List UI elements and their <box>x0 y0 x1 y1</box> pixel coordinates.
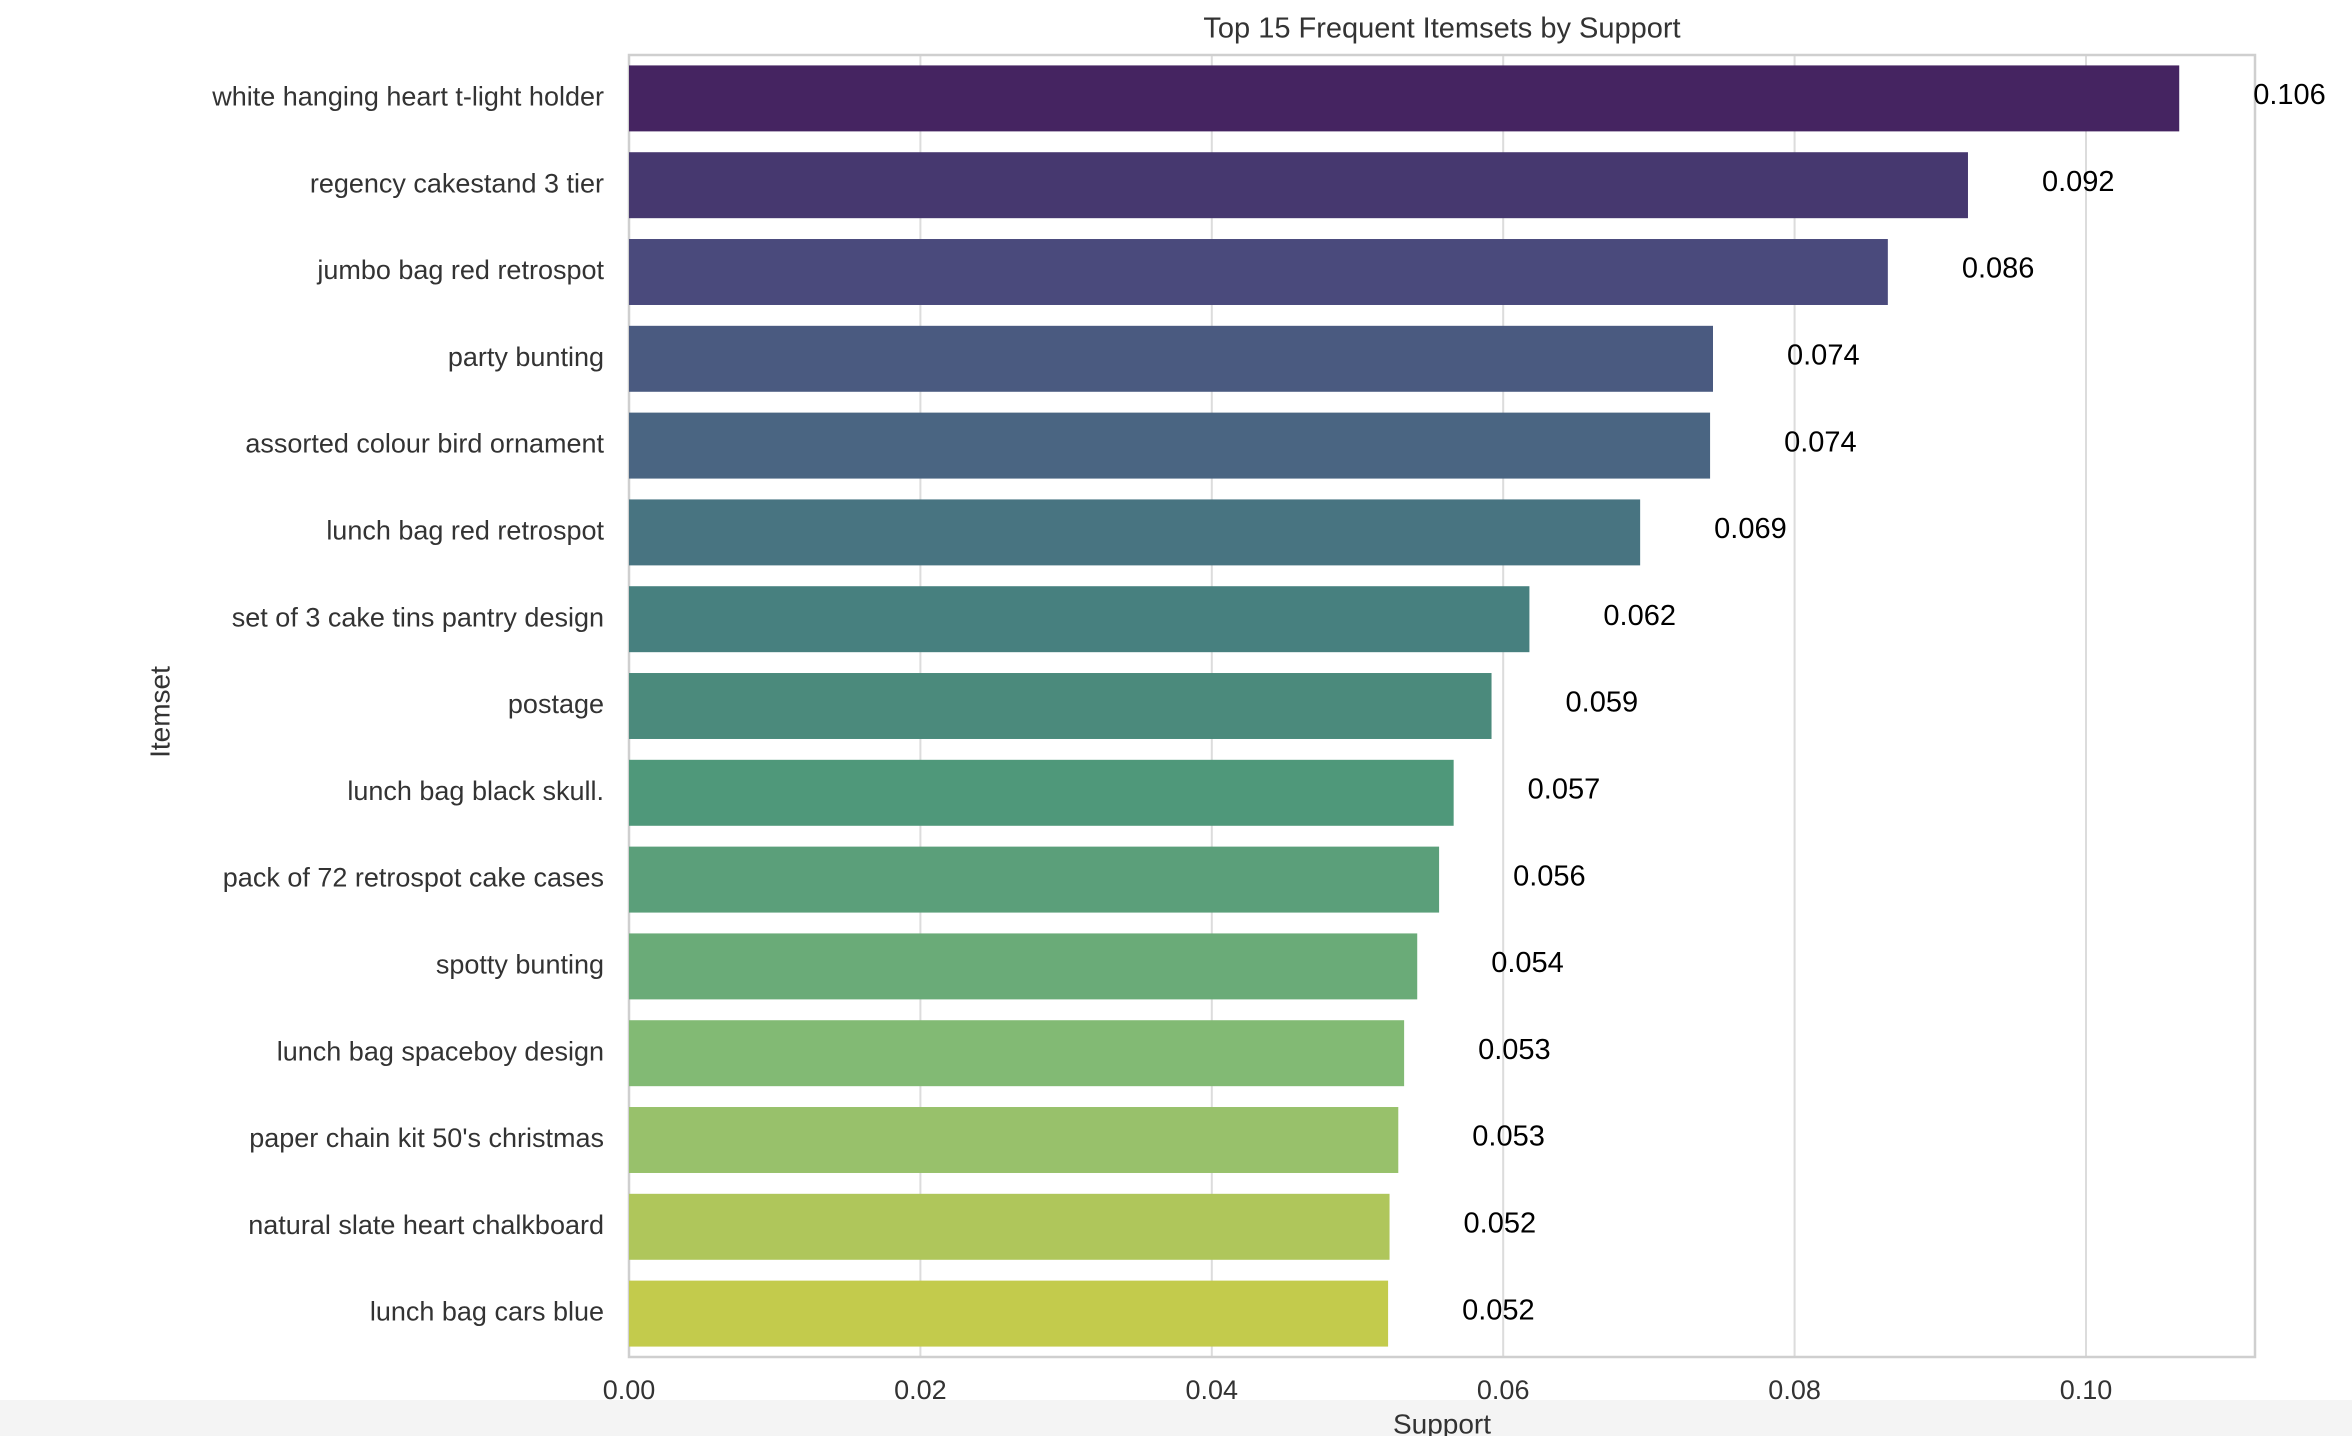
y-tick-label: lunch bag cars blue <box>370 1297 604 1327</box>
bar <box>629 412 1711 479</box>
y-tick-label: white hanging heart t-light holder <box>211 82 604 112</box>
value-label: 0.069 <box>1714 513 1787 545</box>
y-tick-label: natural slate heart chalkboard <box>248 1210 604 1240</box>
bar <box>629 325 1713 392</box>
y-axis-label: Itemset <box>144 666 175 758</box>
y-tick-label: spotty bunting <box>436 950 604 980</box>
x-tick-label: 0.04 <box>1186 1375 1239 1405</box>
value-label: 0.052 <box>1464 1207 1537 1239</box>
value-label: 0.092 <box>2042 166 2115 198</box>
value-label: 0.053 <box>1472 1121 1545 1153</box>
bar <box>629 759 1454 826</box>
bar <box>629 586 1530 653</box>
y-tick-label: party bunting <box>448 342 604 372</box>
bar <box>629 499 1641 566</box>
value-label: 0.059 <box>1566 687 1639 719</box>
x-tick-label: 0.02 <box>894 1375 947 1405</box>
y-tick-label: regency cakestand 3 tier <box>310 168 604 198</box>
value-label: 0.106 <box>2253 79 2326 111</box>
bar <box>629 1107 1399 1173</box>
bar <box>629 933 1418 1000</box>
bar <box>629 1280 1389 1347</box>
y-tick-label: paper chain kit 50's christmas <box>249 1123 604 1153</box>
x-axis-label: Support <box>1393 1408 1491 1436</box>
chart-title: Top 15 Frequent Itemsets by Support <box>1203 13 1680 45</box>
value-label: 0.052 <box>1462 1294 1535 1326</box>
y-tick-label: lunch bag spaceboy design <box>277 1036 604 1066</box>
value-label: 0.057 <box>1528 773 1601 805</box>
bar <box>629 673 1492 739</box>
value-label: 0.086 <box>1962 253 2035 285</box>
bottom-strip <box>0 1400 2352 1436</box>
x-tick-label: 0.00 <box>603 1375 656 1405</box>
value-label: 0.056 <box>1513 860 1586 892</box>
y-tick-label: set of 3 cake tins pantry design <box>232 602 604 632</box>
x-tick-label: 0.06 <box>1477 1375 1530 1405</box>
y-tick-label: lunch bag black skull. <box>347 776 604 806</box>
value-label: 0.054 <box>1491 947 1564 979</box>
x-tick-label: 0.08 <box>1768 1375 1821 1405</box>
x-tick-label: 0.10 <box>2060 1375 2113 1405</box>
bar <box>629 846 1440 913</box>
bar <box>629 65 2180 132</box>
value-label: 0.074 <box>1787 339 1860 371</box>
value-label: 0.074 <box>1784 426 1857 458</box>
value-label: 0.053 <box>1478 1034 1551 1066</box>
y-tick-label: postage <box>508 689 604 719</box>
bar <box>629 152 1968 219</box>
bar <box>629 1020 1405 1087</box>
y-tick-label: assorted colour bird ornament <box>245 429 604 459</box>
y-tick-label: pack of 72 retrospot cake cases <box>223 863 604 893</box>
bar <box>629 239 1888 305</box>
y-tick-label: lunch bag red retrospot <box>326 516 604 546</box>
value-label: 0.062 <box>1603 600 1676 632</box>
bar <box>629 1193 1390 1260</box>
y-tick-label: jumbo bag red retrospot <box>316 255 604 285</box>
